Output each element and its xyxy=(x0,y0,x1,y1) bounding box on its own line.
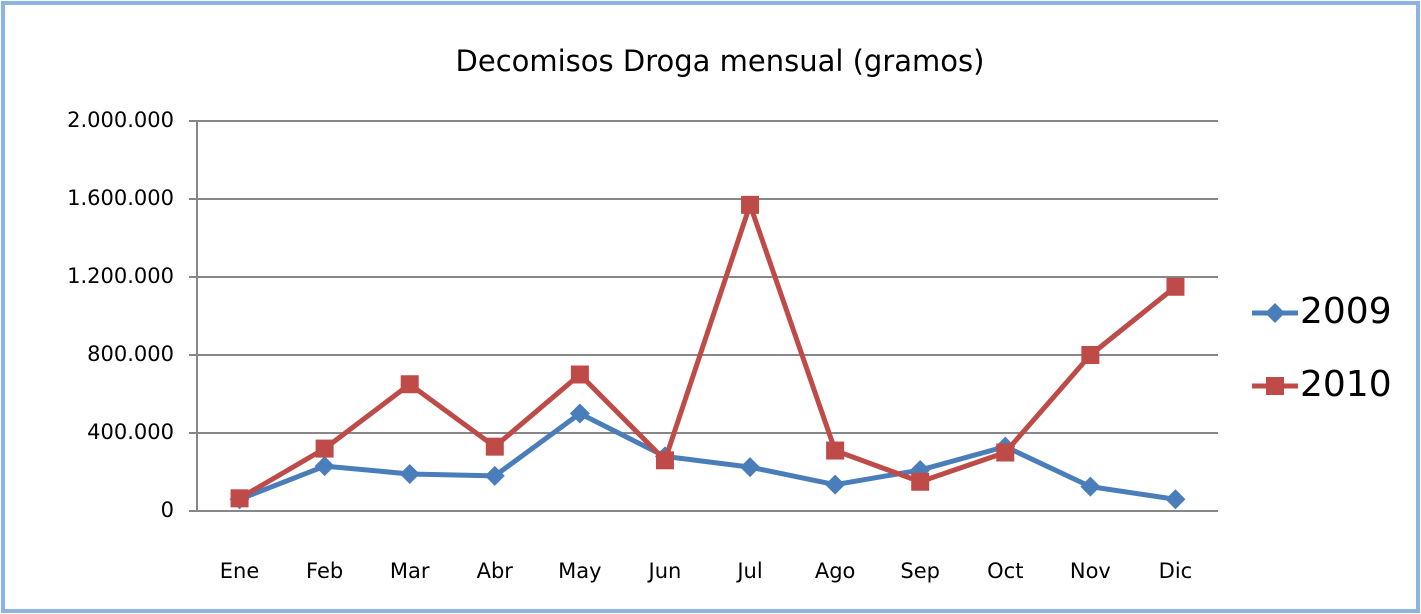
x-tick-label: Ago xyxy=(815,559,856,583)
legend-label: 2009 xyxy=(1300,291,1392,332)
data-point xyxy=(569,403,590,424)
data-point xyxy=(485,437,504,456)
x-tick-label: Jul xyxy=(735,559,762,583)
data-point xyxy=(740,457,761,478)
data-point xyxy=(230,489,249,508)
y-tick-label: 1.200.000 xyxy=(67,264,174,288)
chart-title: Decomisos Droga mensual (gramos) xyxy=(456,44,985,78)
x-tick-label: Feb xyxy=(306,559,343,583)
data-point xyxy=(315,439,334,458)
x-tick-label: Nov xyxy=(1070,559,1111,583)
x-tick-label: Ene xyxy=(220,559,260,583)
y-tick-label: 800.000 xyxy=(87,342,174,366)
data-point xyxy=(1081,346,1100,364)
series-line xyxy=(238,202,1178,501)
x-tick-label: Sep xyxy=(900,559,940,583)
data-point xyxy=(1166,277,1185,296)
series-line xyxy=(238,411,1176,502)
data-point xyxy=(570,365,589,384)
legend-marker xyxy=(1265,303,1285,323)
y-tick-label: 1.600.000 xyxy=(67,186,174,210)
x-tick-label: Abr xyxy=(477,559,514,583)
data-point xyxy=(741,195,760,214)
legend-label: 2010 xyxy=(1300,364,1392,405)
x-tick-label: May xyxy=(558,559,601,583)
y-tick-label: 400.000 xyxy=(87,420,174,444)
data-point xyxy=(1080,476,1101,497)
data-point xyxy=(996,443,1015,462)
x-tick-label: Jun xyxy=(647,559,682,583)
data-point xyxy=(655,451,674,470)
legend-marker xyxy=(1266,377,1284,395)
data-point xyxy=(826,441,845,460)
data-point xyxy=(400,375,419,394)
y-tick-label: 2.000.000 xyxy=(67,108,174,132)
data-point xyxy=(484,465,505,486)
data-point xyxy=(399,463,420,484)
y-tick-label: 0 xyxy=(161,498,174,522)
x-tick-label: Dic xyxy=(1159,559,1193,583)
data-point xyxy=(314,456,335,477)
x-tick-label: Mar xyxy=(390,559,430,583)
data-point xyxy=(1165,489,1186,510)
x-tick-label: Oct xyxy=(987,559,1023,583)
data-point xyxy=(911,472,930,491)
data-point xyxy=(825,474,846,495)
